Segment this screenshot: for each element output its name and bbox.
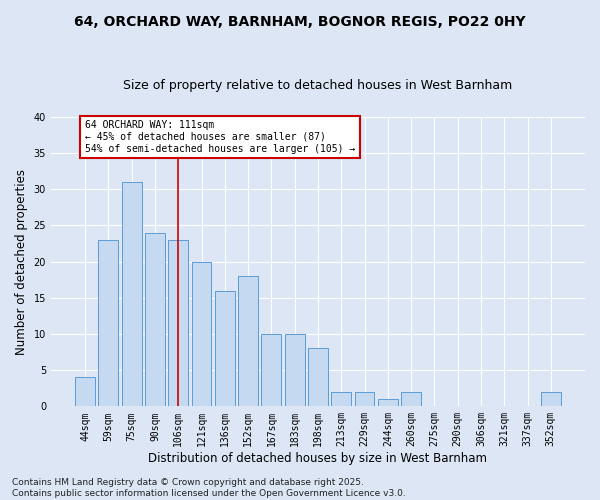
Bar (308, 348, 328, 406)
Bar (355, 392, 374, 406)
Bar (378, 399, 398, 406)
Text: 64, ORCHARD WAY, BARNHAM, BOGNOR REGIS, PO22 0HY: 64, ORCHARD WAY, BARNHAM, BOGNOR REGIS, … (74, 15, 526, 29)
Bar (401, 392, 421, 406)
Bar (285, 334, 305, 406)
Bar (191, 262, 211, 406)
Bar (122, 182, 142, 406)
Bar (145, 232, 165, 406)
Bar (238, 276, 258, 406)
Title: Size of property relative to detached houses in West Barnham: Size of property relative to detached ho… (124, 79, 512, 92)
Bar (262, 334, 281, 406)
Bar (98, 240, 118, 406)
Bar (169, 240, 188, 406)
X-axis label: Distribution of detached houses by size in West Barnham: Distribution of detached houses by size … (148, 452, 487, 465)
Bar (541, 392, 561, 406)
Text: Contains HM Land Registry data © Crown copyright and database right 2025.
Contai: Contains HM Land Registry data © Crown c… (12, 478, 406, 498)
Bar (215, 290, 235, 406)
Bar (75, 378, 95, 406)
Y-axis label: Number of detached properties: Number of detached properties (15, 168, 28, 354)
Text: 64 ORCHARD WAY: 111sqm
← 45% of detached houses are smaller (87)
54% of semi-det: 64 ORCHARD WAY: 111sqm ← 45% of detached… (85, 120, 355, 154)
Bar (331, 392, 351, 406)
